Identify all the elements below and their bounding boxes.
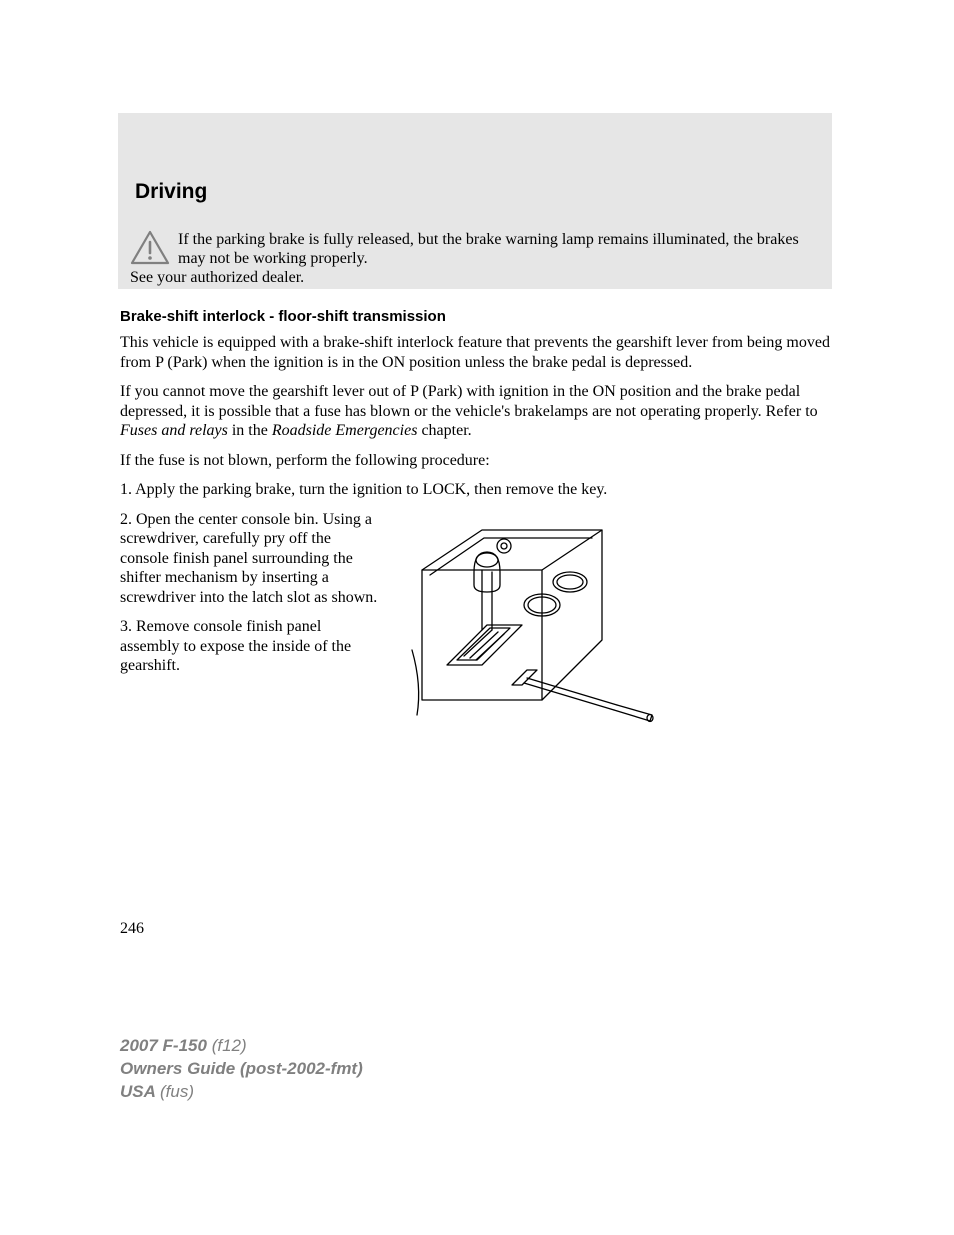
footer-line1: 2007 F-150 (f12) [120, 1035, 363, 1058]
warning-icon [130, 230, 170, 266]
p2-end: chapter. [417, 422, 471, 439]
paragraph-4: 1. Apply the parking brake, turn the ign… [120, 480, 832, 500]
p2-italic1: Fuses and relays [120, 422, 228, 439]
paragraph-1: This vehicle is equipped with a brake-sh… [120, 333, 832, 372]
warning-text-line1: If the parking brake is fully released, … [178, 230, 830, 268]
warning-block: If the parking brake is fully released, … [130, 230, 830, 268]
console-diagram [392, 510, 672, 730]
paragraph-3: If the fuse is not blown, perform the fo… [120, 451, 832, 471]
footer-line2: Owners Guide (post-2002-fmt) [120, 1058, 363, 1081]
footer-l1-rest: (f12) [212, 1036, 247, 1055]
section-title: Driving [135, 180, 207, 204]
footer: 2007 F-150 (f12) Owners Guide (post-2002… [120, 1035, 363, 1104]
p2-italic2: Roadside Emergencies [272, 422, 418, 439]
paragraph-6: 3. Remove console finish panel assembly … [120, 617, 380, 676]
paragraph-5: 2. Open the center console bin. Using a … [120, 510, 380, 608]
paragraph-2: If you cannot move the gearshift lever o… [120, 382, 832, 441]
footer-line3: USA (fus) [120, 1081, 363, 1104]
warning-text-line2: See your authorized dealer. [130, 268, 830, 287]
p2-part1: If you cannot move the gearshift lever o… [120, 383, 818, 420]
content-body: Brake-shift interlock - floor-shift tran… [120, 308, 832, 730]
footer-l1-bold: 2007 F-150 [120, 1036, 212, 1055]
step-with-diagram: 2. Open the center console bin. Using a … [120, 510, 832, 730]
p2-mid: in the [228, 422, 272, 439]
footer-l3-bold: USA [120, 1082, 160, 1101]
subheading: Brake-shift interlock - floor-shift tran… [120, 308, 832, 325]
page-number: 246 [120, 920, 144, 938]
footer-l3-rest: (fus) [160, 1082, 194, 1101]
diagram-container [392, 510, 832, 730]
